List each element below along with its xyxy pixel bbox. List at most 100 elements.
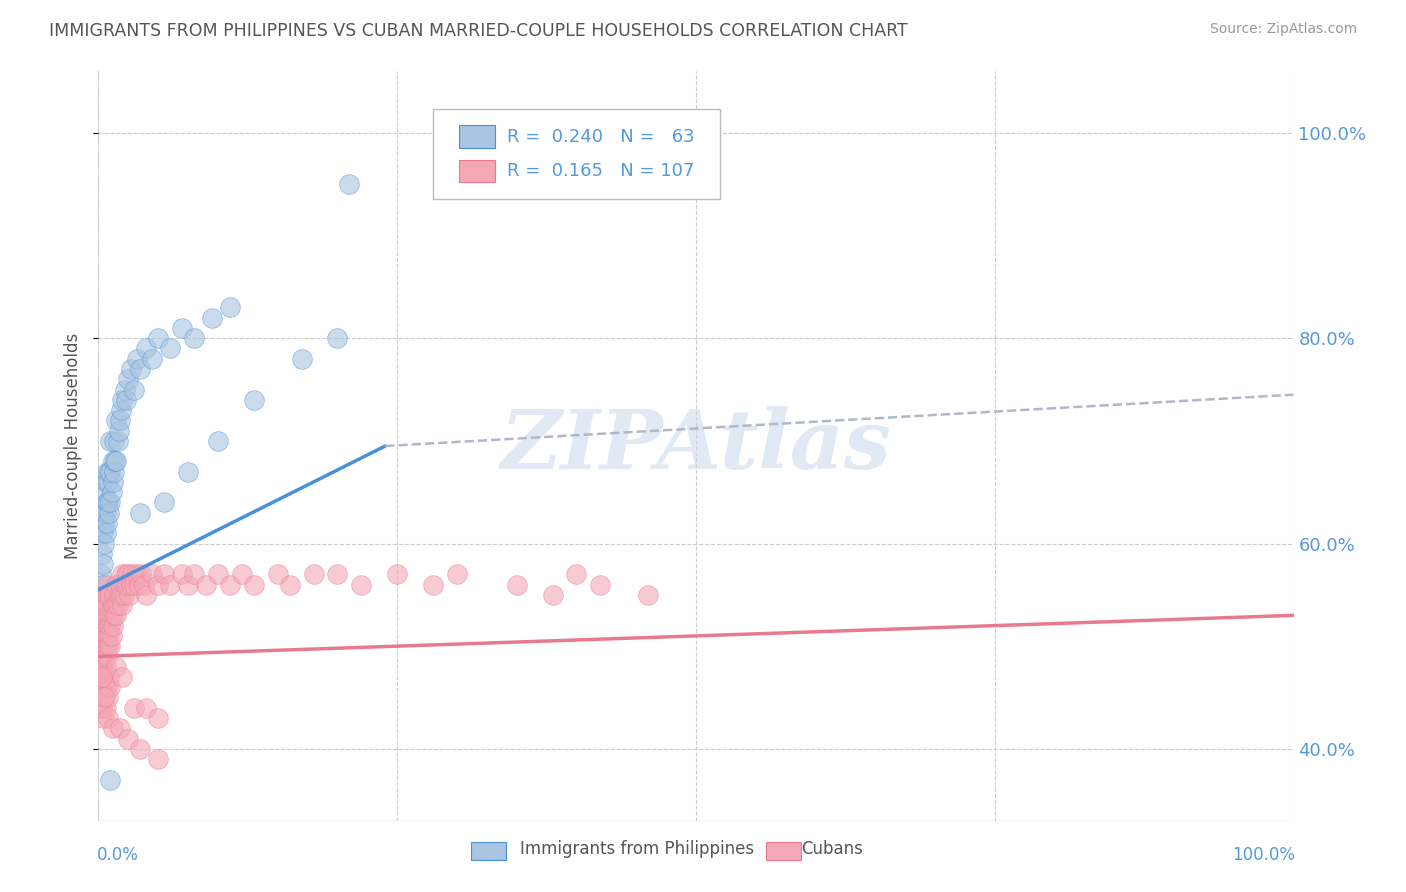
Point [120,362,142,376]
Point [183,567,205,582]
Point [153,495,176,509]
Point [89,618,111,632]
Point [105,454,128,468]
Point [94,659,117,673]
Point [201,310,224,325]
Point [94,639,117,653]
Point [339,178,361,192]
Point [125,567,148,582]
Point [93,629,115,643]
Point [98,608,121,623]
Point [96,516,118,530]
Point [91,557,114,571]
Point [267,567,290,582]
Point [91,700,114,714]
Point [91,659,114,673]
Point [117,372,139,386]
Point [101,598,124,612]
Point [98,618,122,632]
Point [98,465,121,479]
Point [172,567,194,582]
Point [129,741,152,756]
Point [91,670,114,684]
Point [90,670,112,684]
Point [91,577,114,591]
Point [105,659,128,673]
Point [115,567,138,582]
Point [94,526,117,541]
Point [117,731,139,746]
Point [90,618,112,632]
Point [135,588,157,602]
Point [159,342,181,356]
Point [91,608,114,623]
Point [112,588,135,602]
Point [117,567,139,582]
Point [111,598,134,612]
Point [153,567,176,582]
Point [115,392,138,407]
Point [446,567,468,582]
Point [111,670,134,684]
Point [91,526,114,541]
Point [506,577,529,591]
Point [104,454,127,468]
Point [114,383,136,397]
Point [103,588,125,602]
Point [89,649,111,664]
Point [97,475,120,489]
Point [565,567,588,582]
Point [291,351,314,366]
Point [124,383,146,397]
Point [129,362,152,376]
Point [115,577,138,591]
Point [104,598,127,612]
Point [103,434,125,448]
Point [141,351,163,366]
Point [101,721,124,735]
Point [94,506,117,520]
Point [97,588,120,602]
Point [97,639,120,653]
Point [231,567,253,582]
Point [98,670,121,684]
Point [589,577,612,591]
Point [98,434,122,448]
Point [422,577,444,591]
Point [93,516,115,530]
Point [105,413,128,427]
Point [207,567,229,582]
Point [131,567,153,582]
Point [96,598,118,612]
Point [100,629,122,643]
Point [91,588,114,602]
Point [114,577,136,591]
Point [326,567,349,582]
Text: Cubans: Cubans [801,840,863,858]
Point [93,680,115,694]
Point [101,475,124,489]
Point [177,465,200,479]
Point [159,577,181,591]
Text: 100.0%: 100.0% [1232,847,1295,864]
Point [637,588,659,602]
Point [91,639,114,653]
Point [97,690,120,705]
Text: 0.0%: 0.0% [97,847,139,864]
Point [98,465,122,479]
Point [98,629,121,643]
Point [350,577,373,591]
Point [107,424,129,438]
Point [91,629,114,643]
Point [91,547,114,561]
Point [111,567,134,582]
Point [135,700,157,714]
Point [93,536,115,550]
Text: R =  0.165   N = 107: R = 0.165 N = 107 [508,162,695,180]
Text: IMMIGRANTS FROM PHILIPPINES VS CUBAN MARRIED-COUPLE HOUSEHOLDS CORRELATION CHART: IMMIGRANTS FROM PHILIPPINES VS CUBAN MAR… [49,22,908,40]
Point [111,392,134,407]
Bar [460,125,495,148]
Point [96,465,118,479]
Point [89,680,111,694]
Point [98,506,121,520]
